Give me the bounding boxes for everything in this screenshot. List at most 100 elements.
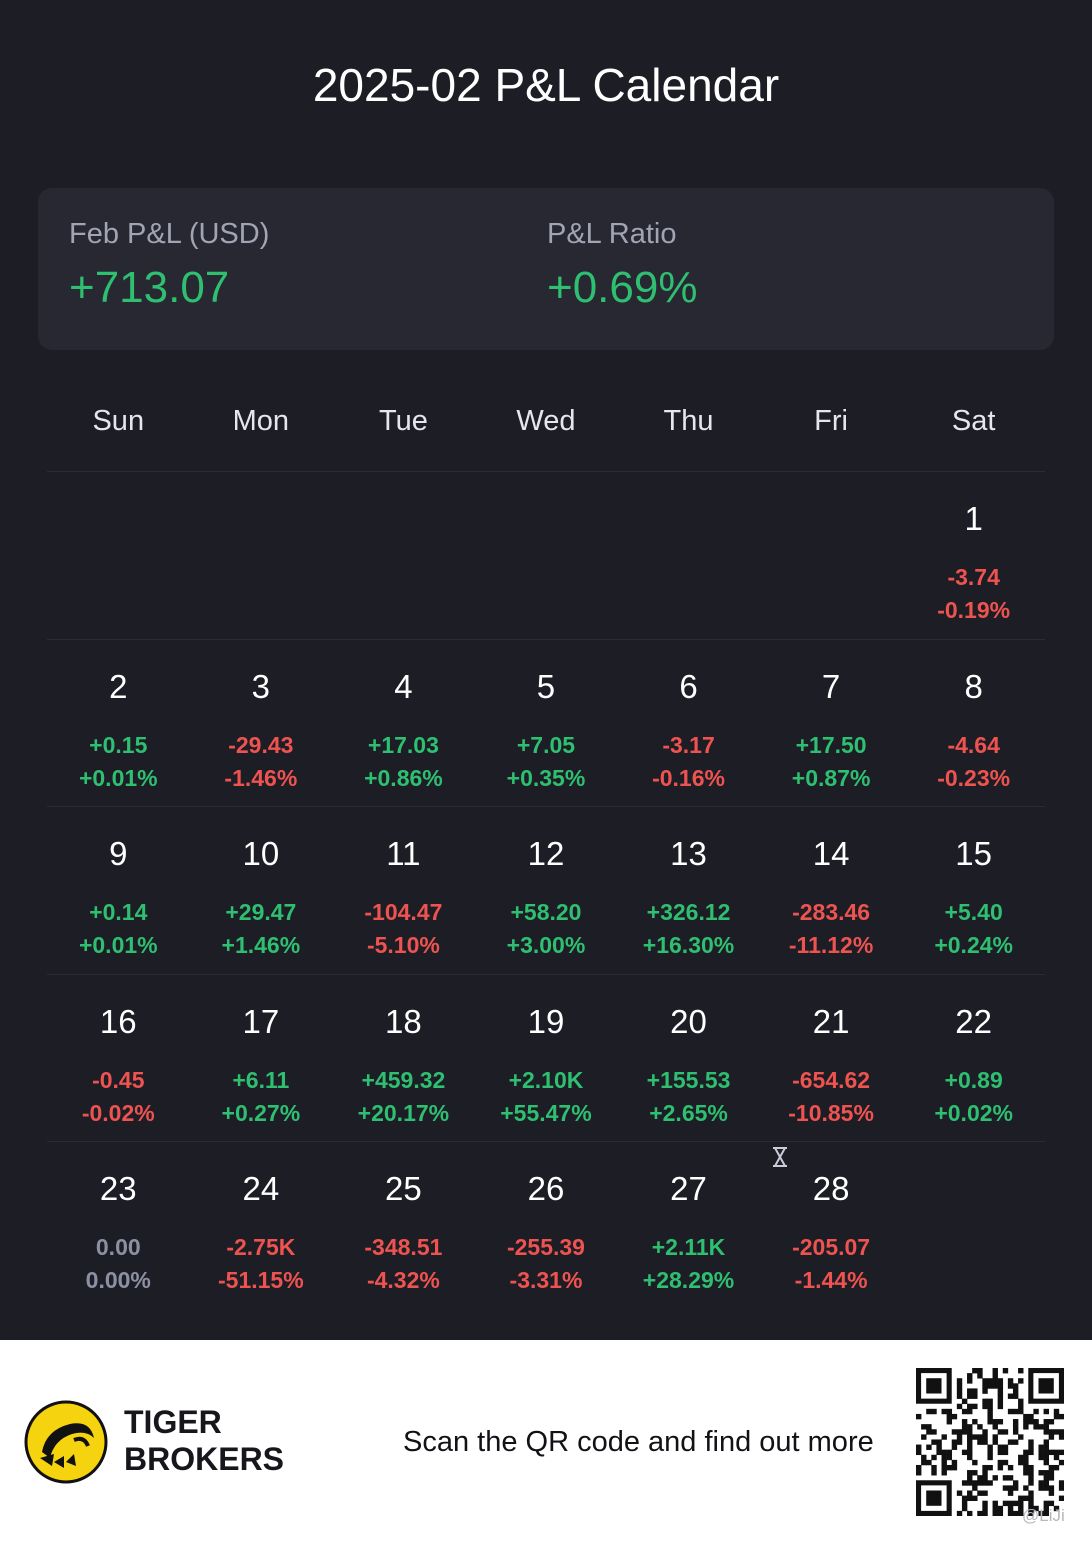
day-pnl-ratio: -0.19% [937,597,1011,623]
day-pnl-value: -205.07 [792,1234,871,1260]
day-cell[interactable]: 1 -3.74 -0.19% [902,472,1045,639]
day-pnl-value: -283.46 [792,899,871,925]
day-cell[interactable]: 21 -654.62 -10.85% [760,975,903,1142]
day-pnl-value: +29.47 [225,899,297,925]
day-cell[interactable]: 20 +155.53 +2.65% [617,975,760,1142]
qr-code-icon[interactable] [916,1368,1064,1516]
monthly-pnl-block: Feb P&L (USD) +713.07 [69,218,269,313]
day-cell[interactable]: 13 +326.12 +16.30% [617,807,760,974]
brand-name: TIGER BROKERS [124,1404,284,1478]
day-pnl-value: 0.00 [95,1234,141,1260]
day-number: 16 [99,1002,137,1040]
day-number: 11 [386,835,421,872]
day-cell[interactable]: 11 -104.47 -5.10% [332,807,475,974]
monthly-pnl-value: +713.07 [69,263,230,312]
day-pnl-value: +0.89 [944,1066,1003,1093]
empty-day-cell [902,1142,1045,1310]
hourglass-icon [773,1147,787,1167]
calendar-week-row: 16 -0.45 -0.02% 17 +6.11 +0.27% 18 +459.32 +20.1… [47,975,1045,1142]
day-pnl-ratio: -1.46% [224,764,298,791]
day-number: 27 [670,1170,707,1207]
weekday-tue: Tue [378,405,428,437]
day-number: 4 [394,667,413,705]
day-number: 22 [955,1002,993,1040]
day-pnl-value: -654.62 [792,1066,871,1093]
day-pnl-ratio: +20.17% [357,1099,450,1126]
day-pnl-ratio: -4.32% [366,1267,440,1293]
day-pnl-ratio: +0.24% [934,932,1013,958]
day-pnl-ratio: -1.44% [794,1267,868,1293]
day-cell[interactable]: 17 +6.11 +0.27% [190,975,333,1142]
day-number: 1 [964,500,983,537]
day-cell[interactable]: 12 +58.20 +3.00% [475,807,618,974]
day-pnl-value: +6.11 [232,1066,290,1093]
day-pnl-value: -104.47 [364,899,443,925]
day-cell[interactable]: 8 -4.64 -0.23% [902,640,1045,807]
day-pnl-value: +155.53 [646,1066,731,1093]
day-cell[interactable]: 27 +2.11K +28.29% [617,1142,760,1310]
day-number: 3 [251,667,271,705]
tiger-logo-icon[interactable] [24,1400,108,1484]
day-number: 12 [527,835,565,872]
day-pnl-ratio: +0.27% [221,1099,301,1126]
day-cell[interactable]: 16 -0.45 -0.02% [47,975,190,1142]
day-cell[interactable]: 14 -283.46 -11.12% [760,807,903,974]
day-pnl-value: +459.32 [361,1066,446,1093]
calendar-week-row: 1 -3.74 -0.19% [47,472,1045,640]
day-cell[interactable]: 4 +17.03 +0.86% [332,640,475,807]
watermark: @LiJi [1022,1506,1065,1525]
day-pnl-value: -255.39 [506,1234,585,1260]
weekday-thu: Thu [663,405,714,437]
day-cell[interactable]: 5 +7.05 +0.35% [475,640,618,807]
day-number: 20 [670,1002,707,1040]
day-cell[interactable]: 23 0.00 0.00% [47,1142,190,1310]
day-pnl-ratio: +28.29% [642,1267,735,1293]
weekday-sat: Sat [951,405,996,437]
day-number: 14 [812,835,850,872]
day-cell[interactable]: 22 +0.89 +0.02% [902,975,1045,1142]
day-pnl-value: +2.10K [508,1066,584,1093]
day-number: 18 [385,1002,422,1040]
day-cell[interactable]: 24 -2.75K -51.15% [190,1142,333,1310]
weekday-mon: Mon [232,405,290,437]
day-pnl-value: +7.05 [516,731,576,758]
day-cell[interactable]: 3 -29.43 -1.46% [190,640,333,807]
day-number: 2 [109,667,128,705]
day-pnl-value: -3.74 [947,564,1000,590]
day-number: 15 [955,835,993,872]
footer-banner: TIGER BROKERS Scan the QR code and find … [0,1340,1092,1543]
day-cell[interactable]: 15 +5.40 +0.24% [902,807,1045,974]
empty-day-cell [332,472,475,639]
day-cell[interactable]: 2 +0.15 +0.01% [47,640,190,807]
day-cell[interactable]: 10 +29.47 +1.46% [190,807,333,974]
day-cell[interactable]: 7 +17.50 +0.87% [760,640,903,807]
day-number: 8 [964,667,983,705]
day-cell[interactable]: 6 -3.17 -0.16% [617,640,760,807]
day-pnl-value: -4.64 [947,731,1000,758]
day-number: 28 [812,1170,850,1207]
day-pnl-ratio: +3.00% [506,932,586,958]
day-number: 9 [109,835,128,872]
day-cell[interactable]: 28 -205.07 -1.44% [760,1142,903,1310]
day-pnl-ratio: +16.30% [642,932,735,958]
empty-day-cell [617,472,760,639]
monthly-pnl-label: Feb P&L (USD) [69,218,270,250]
day-pnl-ratio: +0.01% [78,932,158,958]
empty-day-cell [760,472,903,639]
day-cell[interactable]: 9 +0.14 +0.01% [47,807,190,974]
day-cell[interactable]: 25 -348.51 -4.32% [332,1142,475,1310]
day-cell[interactable]: 26 -255.39 -3.31% [475,1142,618,1310]
day-pnl-ratio: +2.65% [649,1099,728,1126]
day-pnl-ratio: +0.35% [506,764,586,791]
day-pnl-ratio: -0.16% [652,764,725,791]
day-cell[interactable]: 18 +459.32 +20.17% [332,975,475,1142]
day-number: 7 [821,667,841,705]
empty-day-cell [190,472,333,639]
day-pnl-value: +0.14 [89,899,148,925]
day-pnl-value: -3.17 [662,731,715,758]
day-cell[interactable]: 19 +2.10K +55.47% [475,975,618,1142]
day-pnl-value: +58.20 [510,899,582,925]
calendar-week-row: 9 +0.14 +0.01% 10 +29.47 +1.46% 11 -104.47 -5.10… [47,807,1045,975]
weekday-sun: Sun [92,405,145,437]
day-number: 21 [812,1002,850,1040]
